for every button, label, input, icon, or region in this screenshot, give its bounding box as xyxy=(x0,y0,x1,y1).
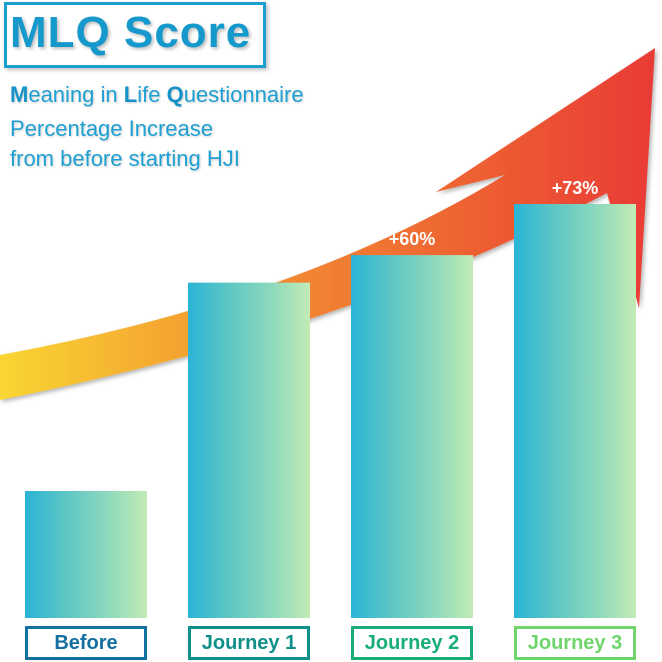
bar-2 xyxy=(351,255,473,618)
bar-0 xyxy=(25,491,147,618)
subtitle-letter: M xyxy=(10,82,29,107)
subtitle-text: eaning in xyxy=(28,82,124,107)
data-label: +53% xyxy=(226,257,273,277)
subtitle-text: uestionnaire xyxy=(183,82,304,107)
title-box xyxy=(4,2,266,68)
data-label: +60% xyxy=(389,229,436,249)
subtitle-text: ife xyxy=(137,82,167,107)
subtitle-line-1: Meaning in Life Questionnaire xyxy=(10,82,304,108)
subtitle-letter: L xyxy=(123,82,138,107)
subtitle-line-2: Percentage Increase xyxy=(10,116,214,141)
category-label: Journey 3 xyxy=(514,626,636,660)
chart-title: MLQ Score xyxy=(10,8,252,57)
category-label: Journey 2 xyxy=(351,626,473,660)
bar-1 xyxy=(188,282,310,618)
category-label: Before xyxy=(25,626,147,660)
category-label: Journey 1 xyxy=(188,626,310,660)
subtitle-letter: Q xyxy=(166,82,184,107)
subtitle-line-3: from before starting HJI xyxy=(10,146,240,171)
bar-3 xyxy=(514,204,636,618)
data-label: +73% xyxy=(552,178,599,198)
